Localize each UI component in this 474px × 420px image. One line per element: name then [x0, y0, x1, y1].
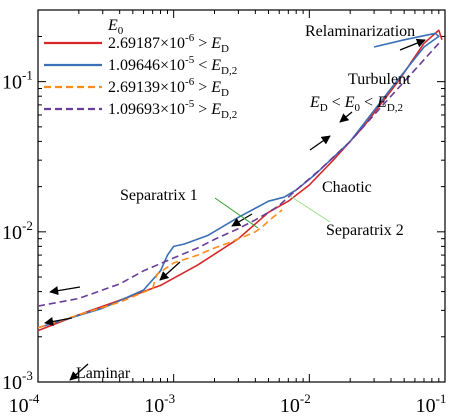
legend-entry-2: 1.09646×10-5 < ED,2	[108, 54, 237, 77]
x-tick-label: 10-1	[416, 391, 447, 417]
series-line-4	[38, 42, 440, 307]
legend-entry-3: 2.69139×10-6 > ED	[108, 76, 229, 99]
annotation-relaminarization: Relaminarization	[305, 23, 415, 40]
legend-title: E0	[107, 17, 124, 37]
annotation-separatrix1: Separatrix 1	[120, 187, 198, 204]
legend-entry-4: 1.09693×10-5 > ED,2	[108, 98, 237, 121]
series-layer	[38, 29, 443, 332]
flow-arrow	[309, 135, 331, 151]
separatrix1-pointer	[214, 197, 259, 229]
annotation-turbulent: Turbulent	[348, 71, 411, 88]
series-line-2	[38, 32, 440, 329]
flow-arrow	[159, 261, 181, 281]
separatrix2-pointer	[289, 195, 331, 223]
x-tick-label: 10-2	[280, 391, 311, 417]
y-tick-label: 10-2	[2, 218, 33, 244]
flow-arrow	[49, 286, 81, 296]
annotation-turbulent-condition: ED < E0 < ED,2	[309, 94, 403, 114]
annotation-chaotic: Chaotic	[322, 179, 372, 196]
flow-arrow	[231, 213, 253, 227]
y-tick-label: 10-1	[2, 68, 33, 94]
flow-arrow	[339, 111, 353, 123]
annotation-laminar: Laminar	[76, 365, 131, 382]
x-tick-label: 10-4	[9, 391, 40, 417]
annotation-separatrix2: Separatrix 2	[326, 222, 404, 239]
legend-entry-1: 2.69187×10-6 > ED	[108, 32, 229, 55]
tick-labels: 10-4 10-3 10-2 10-110-310-210-1	[2, 68, 446, 417]
flow-arrow	[44, 317, 73, 326]
flow-arrows	[44, 38, 426, 381]
series-line-3	[38, 209, 283, 329]
flow-arrow	[69, 363, 89, 381]
axis-ticks	[37, 9, 446, 383]
legend: E0 2.69187×10-6 > ED1.09646×10-5 < ED,22…	[44, 17, 237, 121]
axes-frame	[37, 9, 446, 383]
flow-arrow	[399, 38, 426, 51]
x-tick-label: 10-3	[144, 391, 175, 417]
